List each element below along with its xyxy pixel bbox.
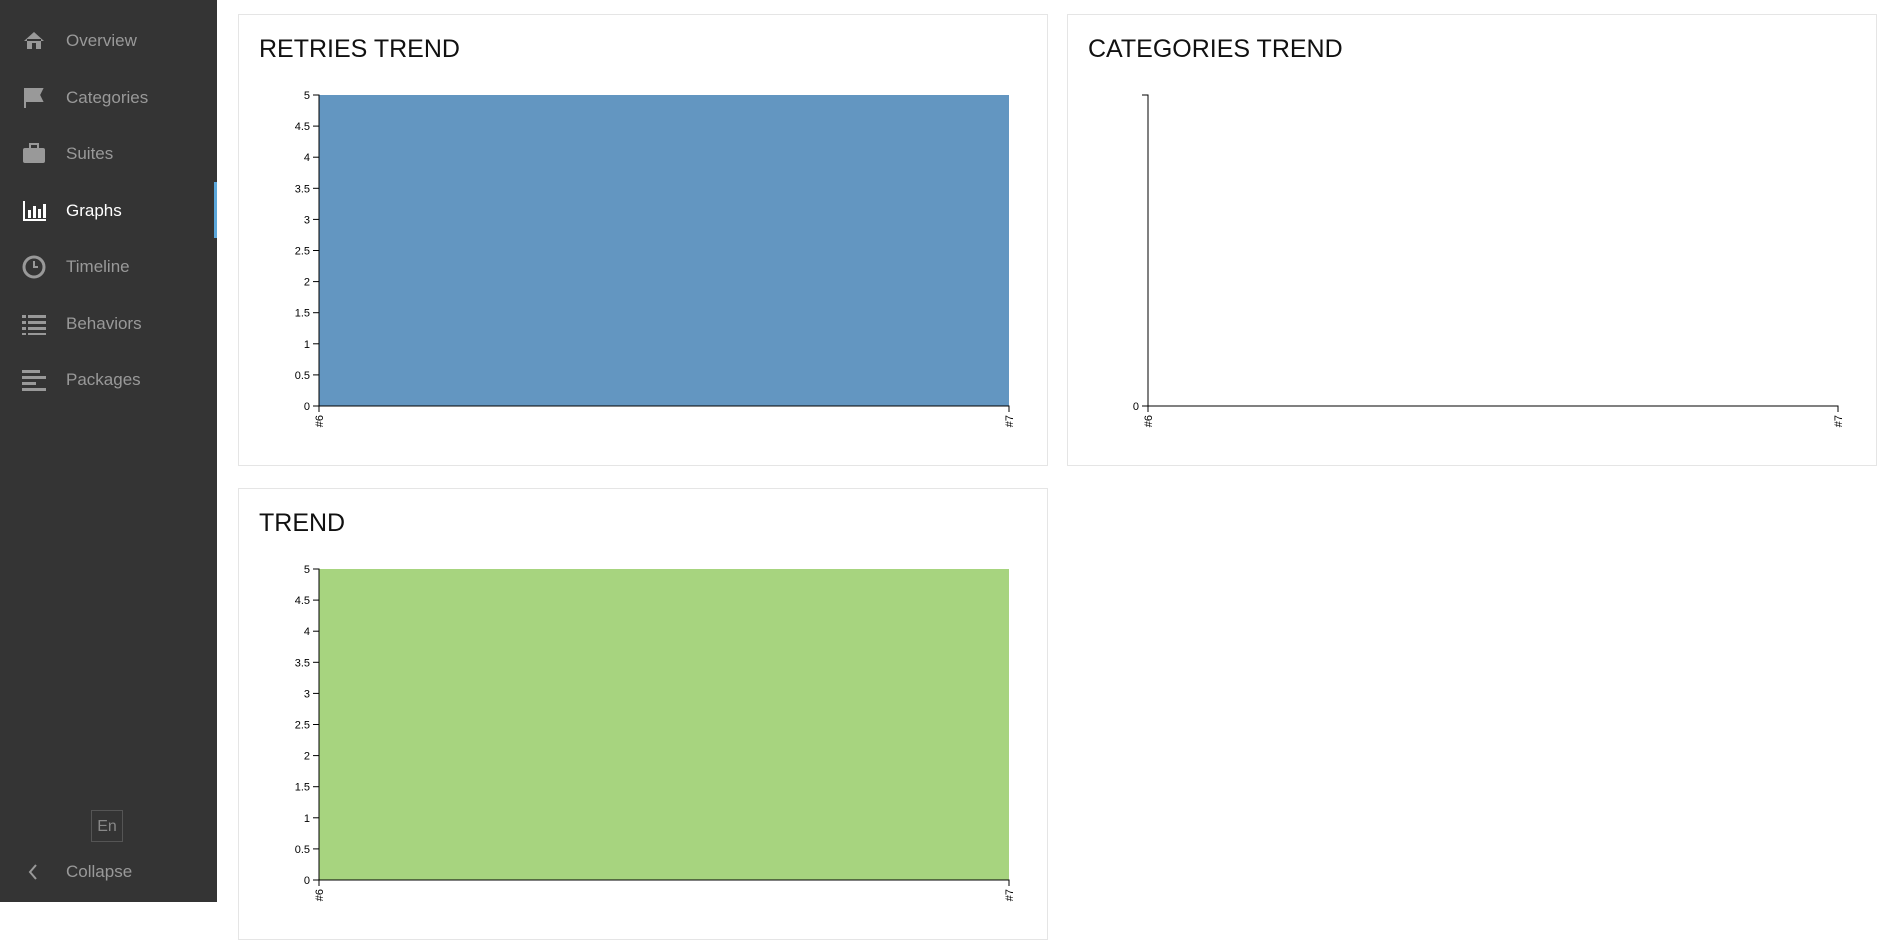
y-tick-label: 2.5 xyxy=(295,246,310,258)
chart-title: CATEGORIES TREND xyxy=(1088,35,1343,63)
nav-icon xyxy=(24,32,44,49)
chart-card: 0 0.5 1 1.5 2 2.5 3 3.5 4 4.5 5 #6 #7 TREND xyxy=(238,488,1048,940)
y-tick-label: 3.5 xyxy=(295,657,310,669)
y-tick-label: 5 xyxy=(304,90,310,102)
chart-card: 0 #6 #7 CATEGORIES TREND xyxy=(1067,14,1877,466)
collapse-button[interactable]: Collapse xyxy=(66,862,133,881)
y-tick-label: 1.5 xyxy=(295,308,310,320)
nav-label: Overview xyxy=(66,31,137,50)
y-tick-label: 3 xyxy=(304,688,310,700)
sidebar: En Collapse Overview Categories Suites Grap… xyxy=(0,0,217,902)
x-axis xyxy=(1147,405,1839,412)
nav-label: Timeline xyxy=(66,257,130,276)
y-axis xyxy=(1142,94,1149,407)
y-tick-label: 1 xyxy=(304,813,310,825)
active-indicator xyxy=(214,182,217,238)
y-tick-label: 2 xyxy=(304,277,310,289)
y-tick-label: 5 xyxy=(304,564,310,576)
chart-title: RETRIES TREND xyxy=(259,35,460,63)
y-tick-label: 4.5 xyxy=(295,595,310,607)
y-tick-label: 0.5 xyxy=(295,370,310,382)
x-tick-label: #6 xyxy=(1143,415,1155,427)
nav-label: Behaviors xyxy=(66,313,142,333)
x-axis xyxy=(318,879,1010,886)
collapse-icon xyxy=(28,864,37,880)
nav-label: Suites xyxy=(66,144,114,163)
nav-label: Packages xyxy=(66,370,141,389)
chart: 0 0.5 1 1.5 2 2.5 3 3.5 4 4.5 5 #6 #7 xyxy=(295,90,1016,427)
x-axis xyxy=(318,405,1010,412)
y-tick-label: 1 xyxy=(304,339,310,351)
y-tick-label: 3 xyxy=(304,214,310,226)
nav-item[interactable]: Graphs xyxy=(0,186,217,236)
x-tick-label: #7 xyxy=(1004,415,1016,427)
nav-label: Categories xyxy=(66,87,149,107)
chart-title: TREND xyxy=(259,509,346,537)
y-tick-label: 2 xyxy=(304,751,310,763)
y-tick-label: 1.5 xyxy=(295,782,310,794)
chart-card: 0 0.5 1 1.5 2 2.5 3 3.5 4 4.5 5 #6 #7 RETRIES TREND xyxy=(238,14,1048,466)
y-tick-label: 0.5 xyxy=(295,844,310,856)
chart: 0 0.5 1 1.5 2 2.5 3 3.5 4 4.5 5 #6 #7 xyxy=(295,564,1016,901)
nav-label: Graphs xyxy=(66,200,122,220)
y-tick-label: 4 xyxy=(304,152,310,164)
nav-icon xyxy=(22,314,46,335)
language-button[interactable]: En xyxy=(91,810,123,842)
area xyxy=(319,569,1009,880)
chart: 0 #6 #7 xyxy=(1133,94,1845,427)
y-tick-label: 0 xyxy=(1133,401,1139,413)
y-tick-label: 2.5 xyxy=(295,720,310,732)
nav-item[interactable]: Timeline xyxy=(0,242,217,292)
nav-item[interactable]: Categories xyxy=(0,73,217,123)
nav-icon xyxy=(24,87,44,108)
y-tick-label: 0 xyxy=(304,875,310,887)
x-tick-label: #7 xyxy=(1004,889,1016,901)
y-tick-label: 3.5 xyxy=(295,183,310,195)
nav-item[interactable]: Behaviors xyxy=(0,299,217,349)
x-tick-label: #6 xyxy=(314,415,326,427)
y-tick-label: 0 xyxy=(304,401,310,413)
nav-icon xyxy=(23,200,46,221)
area xyxy=(319,95,1009,406)
y-tick-label: 4.5 xyxy=(295,121,310,133)
nav-icon xyxy=(23,143,45,163)
x-tick-label: #7 xyxy=(1833,415,1845,427)
nav-item[interactable]: Packages xyxy=(0,355,217,405)
x-tick-label: #6 xyxy=(314,889,326,901)
nav-item[interactable]: Suites xyxy=(0,129,217,179)
nav-icon xyxy=(22,370,46,391)
y-tick-label: 4 xyxy=(304,626,310,638)
nav-item[interactable]: Overview xyxy=(0,16,217,66)
nav-icon xyxy=(22,255,46,279)
